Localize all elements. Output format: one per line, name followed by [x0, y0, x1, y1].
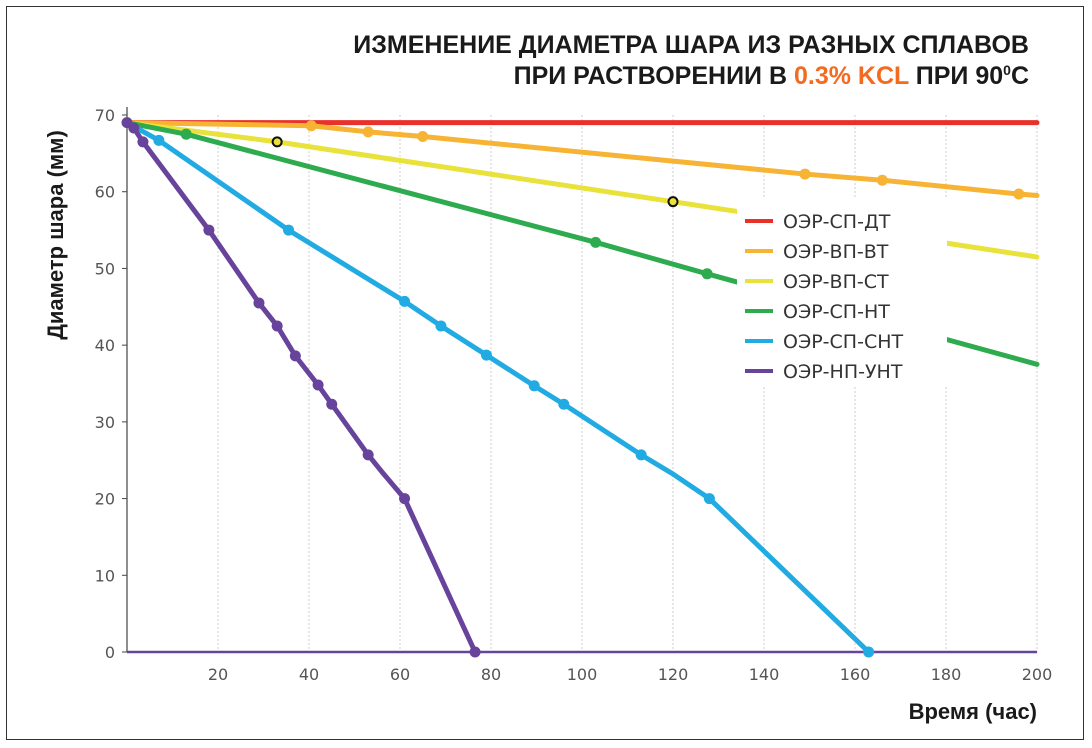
series-4-point-2 — [399, 295, 411, 307]
legend-label-5: ОЭР-НП-УНТ — [783, 361, 903, 383]
x-tick-label-60: 60 — [390, 665, 410, 684]
series-5-point-1 — [128, 122, 140, 134]
title-line-2-end: C — [1011, 62, 1029, 90]
x-tick-label-120: 120 — [658, 665, 689, 684]
series-4-point-4 — [480, 349, 492, 361]
series-line-1 — [124, 120, 1040, 199]
legend-label-0: ОЭР-СП-ДТ — [783, 211, 891, 233]
series-line-4 — [124, 120, 872, 655]
x-axis-label: Время (час) — [909, 699, 1037, 724]
series-2-open-point-0 — [271, 136, 283, 148]
y-tick-label-50: 50 — [95, 259, 115, 278]
x-tick-label-180: 180 — [931, 665, 962, 684]
series-5-point-2 — [137, 136, 149, 148]
chart-svg: 20 40 60 80 100 120 140 160 180 200 0 10 20 30 40 50 60 7… — [43, 31, 1053, 724]
y-tick-label-0: 0 — [105, 643, 115, 662]
tick-labels: 20 40 60 80 100 120 140 160 180 200 0 10 20 30 40 50 60 7… — [95, 106, 1053, 684]
series-1-point-5 — [1013, 188, 1025, 200]
series-1-point-4 — [876, 174, 888, 186]
series-4-point-3 — [435, 320, 447, 332]
series-5-point-10 — [399, 493, 411, 505]
legend: ОЭР-СП-ДТ ОЭР-ВП-ВТ ОЭР-ВП-СТ ОЭР-СП-НТ ОЭР-… — [737, 199, 947, 387]
series-5-point-3 — [203, 224, 215, 236]
series-4-point-5 — [528, 380, 540, 392]
y-tick-label-10: 10 — [95, 566, 115, 585]
series-3-point-2 — [701, 268, 713, 280]
y-tick-label-30: 30 — [95, 413, 115, 432]
y-axis-label: Диаметр шара (мм) — [43, 130, 68, 340]
x-tick-label-160: 160 — [840, 665, 871, 684]
series-5-point-8 — [326, 398, 338, 410]
legend-label-2: ОЭР-ВП-СТ — [783, 271, 889, 293]
axes — [122, 107, 1037, 654]
series-5-point-4 — [253, 297, 265, 309]
series-lines — [121, 117, 1040, 658]
series-5-point-11 — [469, 646, 481, 658]
title-highlight: 0.3% KCL — [794, 62, 909, 90]
title-line-2-pre: ПРИ РАСТВОРЕНИИ В — [514, 62, 794, 90]
series-1-point-1 — [362, 126, 374, 138]
title-line-1: ИЗМЕНЕНИЕ ДИАМЕТРА ШАРА ИЗ РАЗНЫХ СПЛАВО… — [353, 31, 1029, 59]
x-tick-label-20: 20 — [208, 665, 228, 684]
y-tick-label-20: 20 — [95, 490, 115, 509]
title-line-2-post: ПРИ 90 — [909, 62, 1003, 90]
series-1-point-3 — [799, 168, 811, 180]
series-3-point-0 — [180, 128, 192, 140]
y-tick-label-60: 60 — [95, 183, 115, 202]
y-tick-label-40: 40 — [95, 336, 115, 355]
series-4-point-1 — [283, 224, 295, 236]
legend-background — [737, 199, 947, 387]
legend-label-3: ОЭР-СП-НТ — [783, 301, 890, 323]
series-1-point-2 — [417, 130, 429, 142]
series-5-point-6 — [289, 350, 301, 362]
series-1-point-0 — [305, 120, 317, 132]
title-superscript: 0 — [1003, 62, 1011, 78]
series-4-point-0 — [153, 134, 165, 146]
x-tick-label-100: 100 — [567, 665, 598, 684]
series-5-point-9 — [362, 449, 374, 461]
series-5-point-5 — [271, 320, 283, 332]
series-4-point-6 — [558, 398, 570, 410]
series-3-point-1 — [590, 236, 602, 248]
series-4-point-8 — [703, 493, 715, 505]
legend-label-1: ОЭР-ВП-ВТ — [783, 241, 889, 263]
series-2-open-point-1 — [667, 196, 679, 208]
series-4-point-9 — [863, 646, 875, 658]
x-tick-label-40: 40 — [299, 665, 319, 684]
chart-frame: 20 40 60 80 100 120 140 160 180 200 0 10 20 30 40 50 60 7… — [6, 6, 1084, 740]
y-tick-label-70: 70 — [95, 106, 115, 125]
chart-title: ИЗМЕНЕНИЕ ДИАМЕТРА ШАРА ИЗ РАЗНЫХ СПЛАВО… — [353, 31, 1029, 90]
x-tick-label-80: 80 — [481, 665, 501, 684]
x-tick-label-200: 200 — [1022, 665, 1053, 684]
series-4-point-7 — [635, 449, 647, 461]
title-line-2: ПРИ РАСТВОРЕНИИ В 0.3% KCL ПРИ 900C — [514, 62, 1029, 90]
x-tick-label-140: 140 — [749, 665, 780, 684]
series-line-5 — [124, 120, 478, 655]
series-5-point-7 — [312, 379, 324, 391]
legend-label-4: ОЭР-СП-СНТ — [783, 331, 903, 353]
